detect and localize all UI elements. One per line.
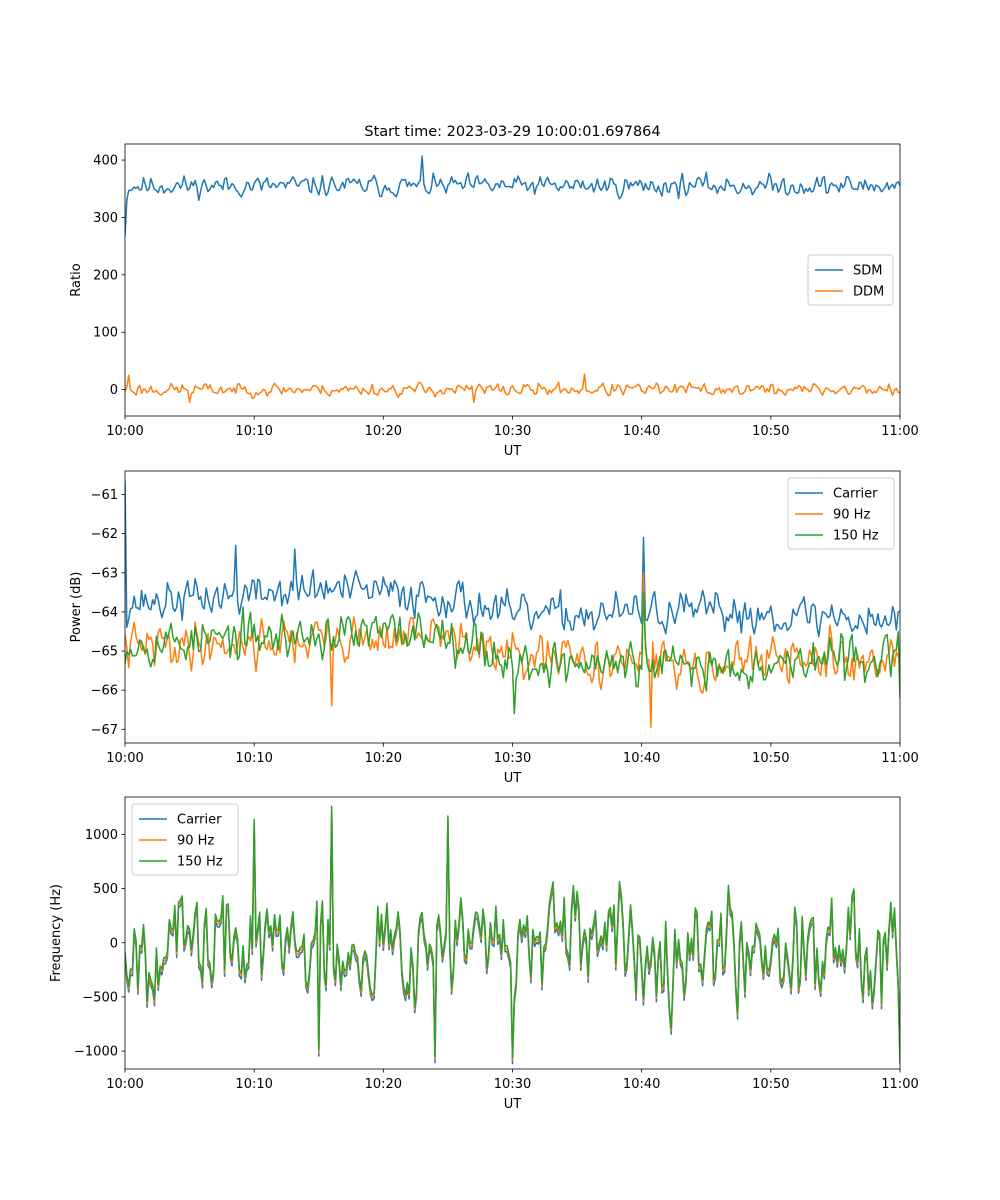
y-tick-label: −66 [91, 684, 118, 699]
legend-label: Carrier [177, 813, 222, 828]
y-tick-label: 400 [93, 154, 118, 169]
x-tick-label: 10:40 [623, 424, 660, 439]
chart-title: Start time: 2023-03-29 10:00:01.697864 [364, 124, 660, 140]
legend: Carrier 90 Hz 150 Hz [131, 803, 239, 876]
y-tick-label: −1000 [74, 1045, 118, 1060]
y-tick-label: 0 [110, 383, 118, 398]
series-line-90-hz [125, 572, 900, 729]
x-tick-label: 11:00 [881, 424, 918, 439]
plot-area [125, 805, 900, 1065]
legend-label: SDM [853, 264, 882, 279]
series-line-sdm [125, 155, 900, 236]
x-tick-label: 10:00 [106, 751, 143, 766]
y-tick-label: −67 [91, 723, 118, 738]
legend: Carrier 90 Hz 150 Hz [787, 477, 895, 550]
y-tick-label: 200 [93, 268, 118, 283]
plot-area [125, 155, 900, 403]
x-axis-label: UT [504, 444, 522, 459]
y-tick-label: −500 [82, 990, 118, 1005]
y-axis-label: Power (dB) [69, 572, 84, 643]
x-axis-label: UT [504, 1097, 522, 1112]
x-tick-label: 11:00 [881, 1077, 918, 1092]
x-tick-label: 10:30 [494, 1077, 531, 1092]
legend-label: 150 Hz [177, 855, 223, 870]
x-tick-label: 10:20 [365, 424, 402, 439]
series-line-150-hz [125, 805, 900, 1059]
ratio-panel: 10:00 10:10 10:20 10:30 10:40 10:50 11:00 0 100 2… [69, 143, 919, 459]
y-tick-label: −65 [91, 645, 118, 660]
legend-label: 90 Hz [177, 834, 214, 849]
legend-box [131, 803, 239, 876]
y-axis-label: Frequency (Hz) [49, 884, 64, 982]
y-tick-label: 500 [93, 882, 118, 897]
x-tick-label: 10:50 [752, 424, 789, 439]
x-tick-label: 10:40 [623, 1077, 660, 1092]
y-tick-label: −64 [91, 605, 118, 620]
x-tick-label: 10:50 [752, 751, 789, 766]
legend-label: DDM [853, 285, 884, 300]
legend-label: Carrier [833, 487, 878, 502]
x-tick-label: 10:00 [106, 424, 143, 439]
y-tick-label: 100 [93, 326, 118, 341]
y-axis-label: Ratio [69, 263, 84, 296]
x-tick-label: 10:10 [235, 424, 272, 439]
frequency-panel: 10:00 10:10 10:20 10:30 10:40 10:50 11:00 −1000… [49, 796, 919, 1112]
x-tick-label: 10:10 [235, 1077, 272, 1092]
power-panel: 10:00 10:10 10:20 10:30 10:40 10:50 11:00 −67 −6… [69, 470, 919, 786]
legend-box [807, 254, 894, 306]
x-tick-label: 10:30 [494, 424, 531, 439]
y-tick-label: 0 [110, 936, 118, 951]
y-tick-label: 300 [93, 211, 118, 226]
y-tick-label: 1000 [85, 828, 118, 843]
x-tick-label: 10:40 [623, 751, 660, 766]
legend-label: 90 Hz [833, 508, 870, 523]
y-tick-label: −61 [91, 488, 118, 503]
y-tick-label: −63 [91, 566, 118, 581]
plot-area [125, 480, 900, 729]
series-line-150-hz [125, 591, 900, 715]
x-tick-label: 10:00 [106, 1077, 143, 1092]
legend: SDM DDM [807, 254, 894, 306]
x-tick-label: 10:10 [235, 751, 272, 766]
series-line-ddm [125, 373, 900, 403]
x-tick-label: 11:00 [881, 751, 918, 766]
legend-label: 150 Hz [833, 529, 879, 544]
x-tick-label: 10:30 [494, 751, 531, 766]
x-axis-label: UT [504, 771, 522, 786]
series-line-carrier [125, 480, 900, 638]
x-tick-label: 10:20 [365, 1077, 402, 1092]
x-tick-label: 10:20 [365, 751, 402, 766]
legend-box [787, 477, 895, 550]
x-tick-label: 10:50 [752, 1077, 789, 1092]
y-tick-label: −62 [91, 527, 118, 542]
